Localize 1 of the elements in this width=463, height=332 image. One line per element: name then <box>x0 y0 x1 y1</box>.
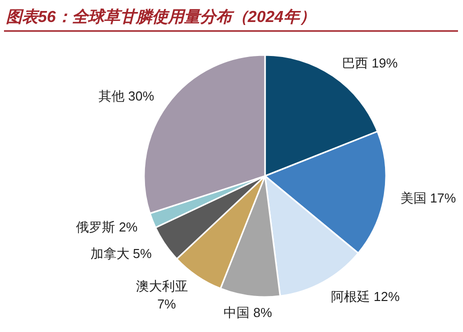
title: 图表56：全球草甘膦使用量分布（2024年） <box>6 9 316 26</box>
